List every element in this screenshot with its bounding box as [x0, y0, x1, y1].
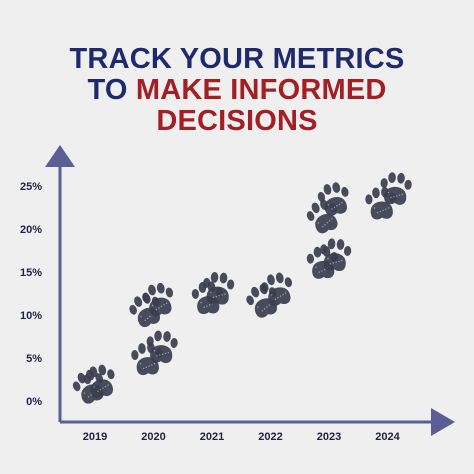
paw-print — [146, 330, 178, 364]
headline-line-2-highlight: MAKE INFORMED — [135, 74, 387, 106]
paw-print — [320, 238, 352, 272]
headline-line-1: TRACK YOUR METRICS — [69, 43, 405, 75]
y-tick-label: 0% — [26, 396, 42, 408]
y-tick-label: 15% — [20, 267, 42, 279]
x-tick-label: 2023 — [317, 431, 341, 443]
paw-print — [203, 271, 235, 305]
x-tick-label: 2022 — [258, 431, 282, 443]
paw-print — [380, 172, 412, 205]
headline-line-3: DECISIONS — [156, 105, 318, 137]
y-tick-label: 10% — [20, 310, 42, 322]
paw-print — [142, 282, 174, 317]
x-tick-label: 2021 — [200, 431, 224, 443]
x-tick-label: 2019 — [83, 431, 107, 443]
x-tick-labels: 2019 2020 2021 2022 2023 2024 — [83, 431, 401, 443]
headline-line-2: TO MAKE INFORMED — [0, 75, 474, 106]
paw-print — [261, 272, 293, 307]
paw-print-marks — [72, 172, 412, 404]
chart-axes — [45, 145, 455, 436]
headline: TRACK YOUR METRICS TO MAKE INFORMED DECI… — [0, 44, 474, 137]
y-tick-label: 25% — [20, 181, 42, 193]
y-tick-label: 20% — [20, 224, 42, 236]
x-tick-label: 2024 — [375, 431, 400, 443]
x-axis-arrow — [431, 408, 455, 436]
headline-line-2-prefix: TO — [87, 74, 136, 106]
y-tick-label: 5% — [26, 353, 42, 365]
y-axis-arrow — [45, 145, 75, 167]
x-tick-label: 2020 — [141, 431, 165, 443]
y-tick-labels: 0% 5% 10% 15% 20% 25% — [20, 181, 42, 408]
paw-print — [83, 364, 115, 399]
paw-print — [317, 182, 349, 216]
